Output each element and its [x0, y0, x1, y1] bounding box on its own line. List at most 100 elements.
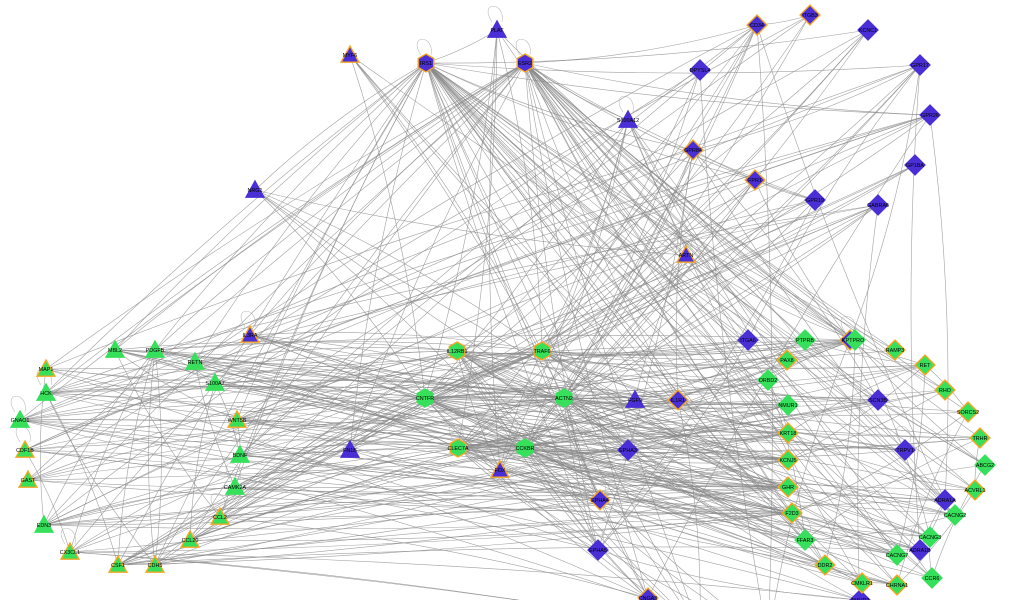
gene-node-s100a7[interactable]: S100A7 — [205, 374, 224, 390]
gene-node-clec7a[interactable]: CLEC7A — [448, 439, 469, 457]
node-shape-cnga3[interactable] — [638, 588, 658, 600]
gene-node-trpv1[interactable]: TRPV1 — [895, 440, 915, 460]
gene-node-ffar3[interactable]: FFAR3 — [795, 530, 815, 550]
gene-node-gpr84[interactable]: GPR84 — [683, 140, 703, 160]
node-shape-gpr84[interactable] — [683, 140, 703, 160]
gene-node-il12rb1[interactable]: IL12RB1 — [447, 342, 468, 360]
gene-node-nmur1[interactable]: NMUR1 — [778, 395, 798, 415]
node-shape-gpr26[interactable] — [920, 105, 940, 125]
node-shape-cacng7[interactable] — [887, 545, 907, 565]
gene-node-ramp3[interactable]: RAMP3 — [885, 340, 905, 360]
node-shape-fpr1[interactable] — [745, 170, 765, 190]
gene-node-trhr[interactable]: TRHR — [970, 428, 990, 448]
gene-node-nrg1[interactable]: NRG1 — [246, 181, 264, 197]
gene-node-ccl20[interactable]: CCL20 — [181, 531, 199, 547]
node-shape-bdnf[interactable] — [231, 446, 249, 462]
gene-node-il3ra[interactable]: IL3RA — [241, 326, 259, 342]
gene-node-gp1ba[interactable]: GP1BA — [905, 155, 925, 175]
gene-node-cckbr[interactable]: CCKBR — [516, 439, 535, 457]
node-shape-chrna1[interactable] — [887, 575, 907, 595]
gene-node-il1r1[interactable]: IL1R1 — [668, 390, 688, 410]
gene-node-sorcs2[interactable]: SORCS2 — [957, 402, 979, 422]
node-shape-f2d3[interactable] — [782, 503, 802, 523]
gene-node-gast[interactable]: GAST — [19, 471, 37, 487]
node-shape-ptprb[interactable] — [795, 330, 815, 350]
node-shape-ghr[interactable] — [778, 477, 798, 497]
gene-node-wnt5b[interactable]: WNT5B — [228, 411, 247, 427]
node-shape-kcnc1[interactable] — [858, 20, 878, 40]
node-shape-il3ra[interactable] — [241, 326, 259, 342]
node-shape-cdh5[interactable] — [146, 556, 164, 572]
node-shape-sorcs2[interactable] — [958, 402, 978, 422]
gene-node-edn3[interactable]: EDN3 — [35, 516, 53, 532]
node-shape-traf6[interactable] — [534, 342, 550, 360]
node-shape-esr2[interactable] — [517, 54, 533, 72]
gene-node-chrna1[interactable]: CHRNA1 — [886, 575, 908, 595]
node-shape-il1r1[interactable] — [668, 390, 688, 410]
node-shape-il12rb1[interactable] — [449, 342, 465, 360]
node-shape-itga6[interactable] — [738, 330, 758, 350]
gene-node-epha5[interactable]: EPHA5 — [588, 540, 608, 560]
node-shape-nrg1[interactable] — [246, 181, 264, 197]
gene-node-ghr[interactable]: GHR — [778, 477, 798, 497]
node-shape-orbd2[interactable] — [758, 370, 778, 390]
node-shape-rho[interactable] — [935, 380, 955, 400]
node-shape-pax8[interactable] — [777, 350, 797, 370]
gene-node-gpr17[interactable]: GPR17 — [910, 55, 930, 75]
node-shape-kcnj5[interactable] — [778, 450, 798, 470]
gene-node-cd34[interactable]: CD34 — [747, 15, 767, 35]
node-shape-gp1ba[interactable] — [905, 155, 925, 175]
gene-node-f2d3[interactable]: F2D3 — [782, 503, 802, 523]
node-shape-irs1[interactable] — [418, 54, 434, 72]
gene-node-acvrl1[interactable]: ACVRL1 — [965, 480, 986, 500]
gene-node-epha3[interactable]: EPHA3 — [618, 440, 638, 460]
node-shape-edn3[interactable] — [35, 516, 53, 532]
node-shape-gast[interactable] — [19, 471, 37, 487]
node-shape-artn[interactable] — [677, 246, 695, 262]
node-shape-adra1a[interactable] — [935, 490, 955, 510]
node-shape-nmur1[interactable] — [778, 395, 798, 415]
gene-node-scn3b[interactable]: SCN3B — [868, 390, 888, 410]
gene-node-fox[interactable]: FOX — [491, 461, 509, 477]
node-shape-epha4[interactable] — [590, 490, 610, 510]
gene-node-camk2a[interactable]: CAMK2A — [224, 478, 247, 494]
node-shape-ccl20[interactable] — [181, 531, 199, 547]
gene-node-pdgfb[interactable]: PDGFB — [146, 341, 165, 357]
node-shape-cckbr[interactable] — [517, 439, 533, 457]
node-shape-actn2[interactable] — [556, 389, 572, 407]
node-shape-camk2a[interactable] — [226, 478, 244, 494]
node-shape-cntfr[interactable] — [417, 389, 433, 407]
gene-node-kcnc1[interactable]: KCNC1 — [858, 20, 878, 40]
node-shape-ccr6[interactable] — [922, 568, 942, 588]
gene-node-retn[interactable]: RETN — [186, 353, 204, 369]
gene-node-krt18[interactable]: KRT18 — [778, 423, 798, 443]
gene-node-fgf9[interactable]: FGF9 — [626, 391, 644, 407]
gene-node-orbd2[interactable]: ORBD2 — [758, 370, 778, 390]
node-shape-ccl2[interactable] — [211, 508, 229, 524]
node-shape-acvrl1[interactable] — [965, 480, 985, 500]
node-shape-fn1b[interactable] — [341, 441, 359, 457]
node-shape-ddr2[interactable] — [815, 555, 835, 575]
gene-node-cnga3[interactable]: CNGA3 — [638, 588, 658, 600]
gene-node-ret[interactable]: RET — [915, 355, 935, 375]
gene-node-cntfr[interactable]: CNTFR — [416, 389, 434, 407]
gene-node-ccr6[interactable]: CCR6 — [922, 568, 942, 588]
gene-node-plat[interactable]: PLAT — [488, 21, 506, 37]
node-shape-mbl2[interactable] — [106, 341, 124, 357]
gene-node-actn2[interactable]: ACTN2 — [555, 389, 573, 407]
gene-node-itga6[interactable]: ITGA6 — [738, 330, 758, 350]
gene-node-bdnf[interactable]: BDNF — [231, 446, 249, 462]
node-shape-cacng2[interactable] — [945, 505, 965, 525]
node-shape-gabra6[interactable] — [868, 195, 888, 215]
gene-node-dpysl4[interactable]: DPYSL4 — [690, 60, 711, 80]
node-shape-s100a7[interactable] — [206, 374, 224, 390]
node-shape-gpr17[interactable] — [910, 55, 930, 75]
gene-node-cacng7[interactable]: CACNG7 — [886, 545, 908, 565]
node-shape-retn[interactable] — [186, 353, 204, 369]
nodes-layer[interactable]: PLATS100A12MYF6NRG1ARTNIL3RAFN1BFOXFGF9C… — [0, 0, 1027, 600]
node-shape-csf1[interactable] — [109, 556, 127, 572]
node-shape-plat[interactable] — [488, 21, 506, 37]
gene-node-pax8[interactable]: PAX8 — [777, 350, 797, 370]
node-shape-gnao1[interactable] — [11, 411, 29, 427]
gene-node-mbl2[interactable]: MBL2 — [106, 341, 124, 357]
